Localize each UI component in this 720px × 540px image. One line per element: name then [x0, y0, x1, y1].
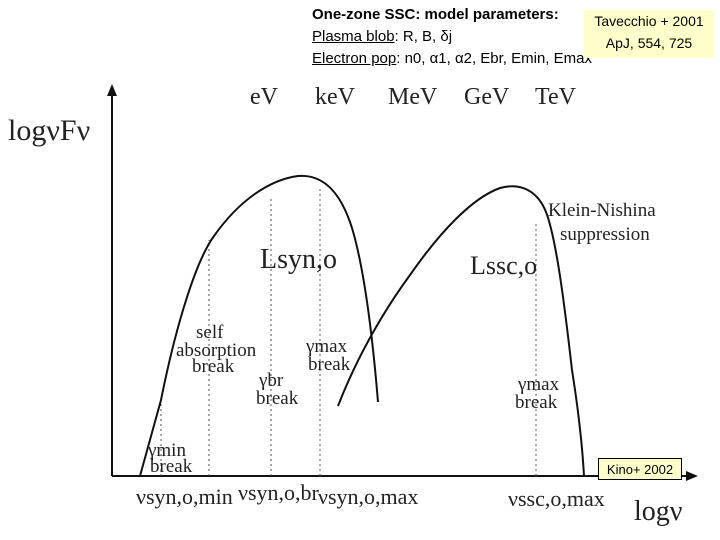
energy-tick-gev: GeV: [464, 84, 510, 110]
label-gamma-max-ssc: γmax: [517, 374, 560, 395]
header-title: One-zone SSC: model parameters:: [312, 6, 559, 23]
label-gamma-min: γmin: [147, 440, 186, 461]
label-lssc: Lssc,o: [470, 251, 537, 280]
reference-note: Tavecchio + 2001 ApJ, 554, 725: [584, 10, 714, 58]
plasma-blob-label: Plasma blob: [312, 28, 395, 45]
x-axis-label: logν: [634, 496, 682, 527]
electron-pop-label: Electron pop: [312, 50, 397, 67]
plasma-blob-line: Plasma blob: R, B, δj: [312, 26, 592, 48]
label-suppression: suppression: [560, 224, 650, 245]
label-klein-nishina: Klein-Nishina: [548, 200, 656, 221]
label-self-absorption-break: break: [192, 356, 235, 377]
reference-line1: Tavecchio + 2001: [594, 13, 704, 29]
plasma-blob-params: : R, B, δj: [394, 28, 453, 45]
label-gamma-max-ssc-break: break: [515, 392, 558, 413]
label-gamma-br-break: break: [256, 388, 299, 409]
label-gamma-br: γbr: [258, 370, 284, 391]
label-nu-ssc-max: νssc,o,max: [508, 486, 605, 511]
credit-note: Kino+ 2002: [598, 458, 682, 480]
electron-pop-line: Electron pop: n0, α1, α2, Ebr, Emin, Ema…: [312, 48, 592, 70]
electron-pop-params: : n0, α1, α2, Ebr, Emin, Emax: [396, 50, 592, 67]
label-self: self: [196, 322, 224, 343]
label-gamma-max-syn: γmax: [305, 336, 348, 357]
y-axis-arrow: [107, 84, 117, 96]
guide-lines: [160, 188, 537, 476]
synchrotron-curve: [139, 174, 379, 477]
energy-tick-ev: eV: [250, 84, 279, 110]
energy-tick-tev: TeV: [535, 84, 577, 110]
label-gamma-max-syn-break: break: [308, 354, 351, 375]
ssc-curve: [337, 185, 585, 477]
model-parameters-header: One-zone SSC: model parameters: Plasma b…: [312, 4, 592, 70]
label-lsyn: Lsyn,o: [260, 244, 337, 275]
energy-tick-mev: MeV: [388, 84, 438, 110]
reference-line2: ApJ, 554, 725: [605, 35, 693, 51]
label-nu-syn-br: νsyn,o,br: [238, 480, 320, 505]
energy-tick-kev: keV: [315, 84, 356, 110]
label-nu-syn-min: νsyn,o,min: [136, 484, 233, 509]
y-axis-label: logνFν: [8, 114, 90, 147]
label-gamma-min-break: break: [150, 456, 193, 477]
label-absorption: absorption: [176, 340, 257, 361]
x-axis-arrow: [686, 471, 698, 481]
label-nu-syn-max: νsyn,o,max: [318, 484, 418, 509]
